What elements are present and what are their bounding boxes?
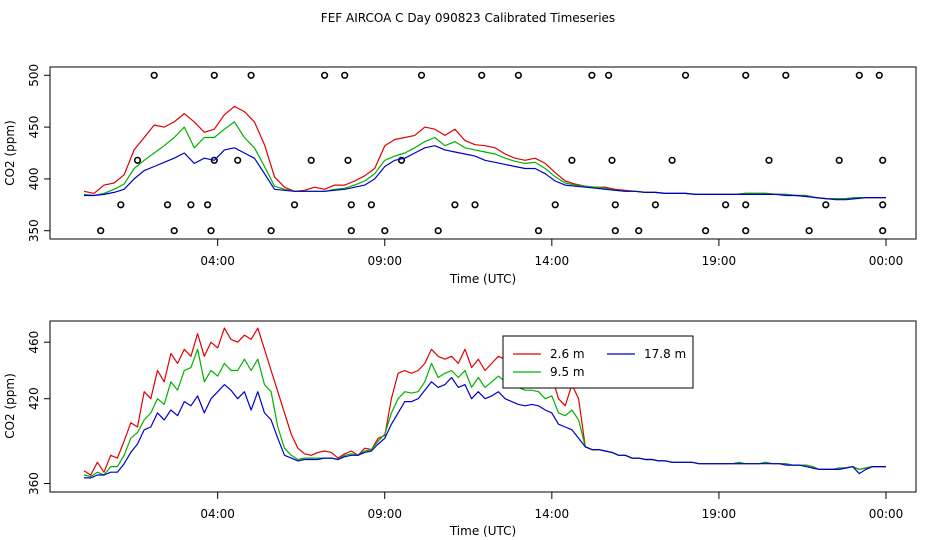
top-y-tick-label: 400 [27, 167, 41, 190]
sample-point [668, 156, 676, 164]
sample-point [879, 201, 887, 209]
top-series-line-17-8-m [84, 145, 886, 201]
top-series-line-9-5-m [83, 121, 886, 200]
sample-point [133, 156, 142, 164]
sample-point [307, 156, 315, 164]
sample-point [879, 227, 887, 235]
sample-point [321, 71, 329, 79]
top-plot-frame [49, 66, 917, 240]
sample-point [568, 156, 576, 164]
sample-point [742, 227, 750, 235]
sample-point [207, 227, 215, 235]
sample-point [611, 201, 619, 209]
sample-point [471, 201, 479, 209]
top-x-axis-label: Time (UTC) [449, 272, 516, 286]
sample-point [879, 156, 887, 164]
sample-point [347, 201, 355, 209]
sample-point [604, 71, 613, 79]
bottom-x-tick-label: 09:00 [367, 507, 402, 521]
bottom-x-tick-label: 00:00 [869, 507, 904, 521]
sample-point [187, 201, 195, 209]
sample-point [97, 227, 105, 235]
bottom-y-tick-label: 420 [27, 387, 41, 410]
bottom-series-lines [83, 327, 886, 479]
sample-point [234, 156, 242, 164]
sample-point [204, 201, 212, 209]
sample-point [835, 156, 843, 164]
sample-point [381, 227, 389, 235]
sample-point [170, 227, 178, 235]
sample-point [635, 227, 643, 235]
bottom-x-tick-label: 19:00 [702, 507, 737, 521]
sample-point [608, 156, 616, 164]
top-y-axis: 350 400 450 500 [27, 64, 50, 242]
sample-point [782, 71, 790, 79]
sample-point [805, 227, 813, 235]
sample-point [344, 156, 352, 164]
sample-point [651, 201, 660, 209]
chart-title: FEF AIRCOA C Day 090823 Calibrated Times… [321, 11, 615, 25]
sample-point [163, 201, 172, 209]
sample-point [397, 156, 406, 164]
legend-label-2-6m: 2.6 m [550, 347, 585, 361]
sample-point [742, 201, 750, 209]
top-y-axis-label: CO2 (ppm) [3, 120, 17, 186]
bottom-panel: 360 420 460 04:00 09:00 14:00 19:00 00:00 Time… [3, 320, 917, 538]
sample-point [347, 227, 355, 235]
sample-point [210, 71, 218, 79]
sample-point [478, 71, 486, 79]
sample-point [247, 71, 255, 79]
sample-point [822, 201, 830, 209]
top-x-tick-label: 00:00 [869, 254, 904, 268]
sample-point [742, 71, 750, 79]
sample-point [341, 71, 349, 79]
top-y-tick-label: 450 [27, 116, 41, 139]
legend: 2.6 m 17.8 m 9.5 m [502, 335, 694, 389]
legend-box [502, 335, 694, 389]
top-sample-points [97, 71, 887, 235]
sample-point [855, 71, 863, 79]
sample-point [290, 201, 299, 209]
bottom-x-axis-label: Time (UTC) [449, 524, 516, 538]
top-panel: 350 400 450 500 04:00 09:00 14:00 19:00 00:00 T… [3, 64, 917, 286]
legend-label-9-5m: 9.5 m [550, 365, 585, 379]
top-y-tick-label: 500 [27, 64, 41, 87]
top-x-tick-label: 14:00 [535, 254, 570, 268]
sample-point [367, 201, 376, 209]
legend-label-17-8m: 17.8 m [644, 347, 686, 361]
top-y-tick-label: 350 [27, 219, 41, 242]
top-x-tick-label: 04:00 [200, 254, 235, 268]
bottom-y-tick-label: 460 [27, 331, 41, 354]
sample-point [681, 71, 690, 79]
sample-point [514, 71, 523, 79]
sample-point [150, 71, 158, 79]
bottom-y-tick-label: 360 [27, 472, 41, 495]
sample-point [611, 227, 619, 235]
top-x-tick-label: 09:00 [367, 254, 402, 268]
sample-point [451, 201, 459, 209]
top-series-lines [83, 105, 886, 201]
sample-point [417, 71, 426, 79]
bottom-y-axis: 360 420 460 [27, 331, 50, 495]
sample-point [551, 201, 559, 209]
sample-point [434, 227, 442, 235]
bottom-x-tick-label: 14:00 [535, 507, 570, 521]
sample-point [267, 227, 275, 235]
sample-point [875, 71, 883, 79]
bottom-plot-frame [49, 320, 917, 493]
sample-point [117, 201, 125, 209]
sample-point [534, 227, 543, 235]
bottom-series-line-2-6-m [83, 327, 886, 476]
sample-point [765, 156, 773, 164]
bottom-series-line-17-8-m [84, 376, 886, 479]
sample-point [701, 227, 710, 235]
bottom-x-axis: 04:00 09:00 14:00 19:00 00:00 [200, 492, 903, 521]
sample-point [721, 201, 730, 209]
bottom-x-tick-label: 04:00 [200, 507, 235, 521]
sample-point [588, 71, 596, 79]
top-x-axis: 04:00 09:00 14:00 19:00 00:00 [200, 239, 903, 268]
top-x-tick-label: 19:00 [702, 254, 737, 268]
bottom-y-axis-label: CO2 (ppm) [3, 373, 17, 439]
